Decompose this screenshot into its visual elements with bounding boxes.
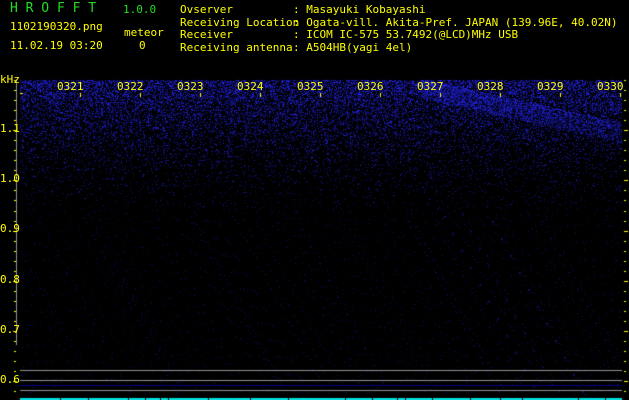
time-tick-label: 0325 [297,80,324,93]
info-label: Ovserver [180,3,233,16]
freq-tick-label: 0.7 [0,322,20,336]
time-tick-label: 0324 [237,80,264,93]
time-tick-label: 0329 [537,80,564,93]
time-tick-label: 0322 [117,80,144,93]
time-tick-label: 0321 [57,80,84,93]
file-name: 1102190320.png [10,20,103,33]
app-title: H R O F F T [10,1,97,16]
freq-tick-label: 1.0 [0,172,20,186]
freq-tick-label: 0.6 [0,373,20,386]
meteor-label: meteor [124,26,164,39]
freq-tick-label: 0.9 [0,222,20,236]
info-label: Receiver [180,28,233,41]
y-unit-label: kHz [0,73,20,86]
freq-tick-label: 0.8 [0,272,20,286]
time-tick-label: 0330 [597,80,624,93]
freq-tick-label: 1.1 [0,122,20,135]
time-tick-label: 0328 [477,80,504,93]
info-value: : ICOM IC-575 53.7492(@LCD)MHz USB [293,28,519,41]
time-tick-label: 0327 [417,80,444,93]
meteor-count: 0 [139,39,146,52]
file-datetime: 11.02.19 03:20 [10,39,103,52]
info-value: : Masayuki Kobayashi [293,3,426,16]
info-label: Receiving Location [180,15,300,29]
app-version: 1.0.0 [123,3,157,16]
time-tick-label: 0323 [177,80,204,93]
info-label: Receiving antenna [180,40,293,54]
info-value: : Ogata-vill. Akita-Pref. JAPAN (139.96E… [293,15,618,29]
time-tick-label: 0326 [357,80,384,93]
info-value: : A504HB(yagi 4el) [293,40,413,54]
